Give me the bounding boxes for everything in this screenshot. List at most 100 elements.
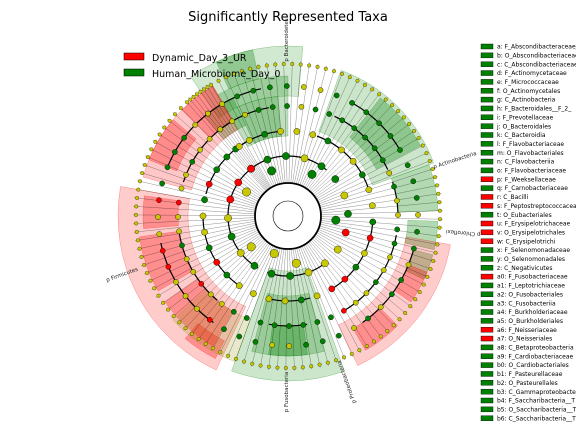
key-label-3: d: F_Actinomycetaceae bbox=[497, 70, 567, 77]
tree-spoke-9 bbox=[257, 63, 282, 184]
leaf-node-101 bbox=[138, 179, 142, 184]
clade-node-73 bbox=[394, 226, 400, 233]
tree-spoke-105 bbox=[148, 147, 259, 202]
tree-spoke-71 bbox=[268, 248, 285, 370]
key-label-1: b: O_Abscondibacteriaceae_ ... bbox=[497, 52, 576, 59]
tree-arc-7 bbox=[202, 215, 240, 287]
clade-sector-layer bbox=[117, 45, 451, 382]
leaf-node-15 bbox=[307, 63, 312, 68]
leaf-node-33 bbox=[424, 151, 429, 156]
leaf-node-3 bbox=[209, 82, 214, 87]
tree-spoke-73 bbox=[251, 248, 281, 367]
clade-node-105 bbox=[219, 101, 225, 107]
leaf-node-70 bbox=[275, 365, 280, 370]
phylum-node-4 bbox=[246, 242, 256, 252]
key-swatch-24 bbox=[480, 256, 494, 262]
key-label-14: o: F_Flavobacteriaceae bbox=[497, 168, 566, 175]
leaf-node-62 bbox=[342, 355, 346, 360]
clade-node-133 bbox=[286, 343, 292, 349]
leaf-node-91 bbox=[142, 263, 147, 267]
tree-spoke-98 bbox=[133, 206, 256, 215]
phylum-node-2 bbox=[331, 215, 341, 225]
leaf-node-2 bbox=[201, 87, 206, 92]
key-swatch-33 bbox=[480, 335, 494, 342]
tree-spoke-107 bbox=[157, 132, 261, 199]
key-swatch-25 bbox=[480, 265, 494, 271]
leaf-node-84 bbox=[171, 314, 176, 319]
clade-node-17 bbox=[224, 214, 232, 222]
leaf-node-27 bbox=[396, 109, 401, 114]
legend-swatch-dynamic bbox=[123, 52, 145, 61]
clade-node-46 bbox=[213, 258, 221, 266]
tree-spoke-90 bbox=[144, 228, 258, 275]
key-label-5: f: O_Actinomycetales bbox=[497, 88, 560, 95]
clade-node-20 bbox=[247, 164, 255, 173]
tree-spoke-34 bbox=[318, 159, 433, 205]
clade-node-131 bbox=[319, 338, 326, 345]
key-swatch-36 bbox=[480, 362, 494, 368]
clade-node-62 bbox=[312, 106, 319, 113]
key-label-20: u: F_Erysipelotrichaceae bbox=[497, 221, 571, 228]
tree-spoke-89 bbox=[147, 229, 259, 283]
tree-spoke-4 bbox=[216, 78, 274, 187]
leaf-node-49 bbox=[421, 282, 426, 287]
tree-arc-4 bbox=[316, 135, 369, 188]
clade-node-101 bbox=[197, 147, 203, 153]
tree-spoke-36 bbox=[319, 176, 438, 208]
clade-node-128 bbox=[365, 315, 371, 322]
tree-spoke-108 bbox=[161, 125, 262, 197]
tree-spoke-16 bbox=[294, 63, 319, 184]
clade-node-77 bbox=[373, 279, 379, 285]
leaf-node-34 bbox=[427, 159, 432, 163]
key-swatch-2 bbox=[480, 61, 494, 67]
clade-node-130 bbox=[335, 332, 342, 339]
leaf-node-75 bbox=[234, 356, 238, 361]
tree-spoke-100 bbox=[135, 188, 256, 211]
clade-node-149 bbox=[172, 149, 178, 155]
clade-node-125 bbox=[398, 277, 404, 283]
clade-node-44 bbox=[235, 282, 243, 289]
clade-node-74 bbox=[391, 240, 398, 247]
leaf-node-87 bbox=[156, 293, 161, 298]
clade-node-53 bbox=[223, 153, 231, 161]
leaf-node-90 bbox=[145, 270, 150, 275]
leaf-node-18 bbox=[332, 69, 336, 74]
key-label-15: p: F_Weeksellaceae bbox=[497, 176, 556, 183]
clade-node-69 bbox=[386, 170, 393, 176]
clade-node-28 bbox=[338, 146, 345, 154]
leaf-node-20 bbox=[347, 75, 352, 80]
tree-spoke-14 bbox=[290, 61, 302, 184]
phylum-node-3 bbox=[291, 258, 301, 268]
clade-node-136 bbox=[236, 333, 243, 340]
clade-node-135 bbox=[252, 339, 259, 345]
leaf-node-89 bbox=[148, 278, 153, 283]
leaf-node-81 bbox=[189, 331, 194, 336]
key-label-13: n: C_Flavobacteriia bbox=[497, 159, 555, 166]
leaf-node-25 bbox=[383, 97, 388, 102]
clade-node-7 bbox=[344, 210, 352, 218]
leaf-node-60 bbox=[357, 348, 362, 353]
clade-node-82 bbox=[314, 319, 321, 325]
clade-node-50 bbox=[201, 196, 208, 204]
clade-node-78 bbox=[363, 290, 370, 296]
clade-node-8 bbox=[341, 228, 350, 237]
key-label-29: a3: C_Fusobacteriia bbox=[497, 300, 556, 307]
clade-node-67 bbox=[371, 145, 378, 152]
leaf-node-63 bbox=[334, 358, 338, 363]
leaf-node-30 bbox=[412, 129, 416, 133]
tree-spoke-70 bbox=[276, 248, 286, 371]
leaf-node-108 bbox=[162, 125, 167, 130]
clade-node-26 bbox=[309, 131, 317, 139]
tree-spoke-33 bbox=[317, 151, 430, 203]
tree-spoke-23 bbox=[306, 86, 374, 189]
leaf-node-45 bbox=[433, 250, 438, 255]
leaf-node-24 bbox=[377, 92, 382, 97]
clade-node-60 bbox=[284, 103, 290, 109]
tree-spoke-59 bbox=[304, 244, 369, 349]
legend: Dynamic_Day_3_UR Human_Microbiome_Day_0 bbox=[123, 52, 280, 80]
tree-spoke-66 bbox=[292, 248, 312, 370]
key-swatch-38 bbox=[480, 380, 494, 386]
clade-node-152 bbox=[205, 110, 211, 117]
clade-node-13 bbox=[267, 269, 276, 278]
